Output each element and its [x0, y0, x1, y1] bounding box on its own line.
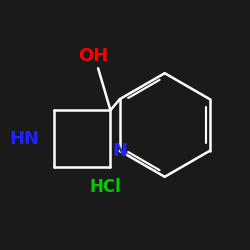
Text: N: N	[112, 142, 127, 160]
Text: HCl: HCl	[90, 178, 122, 196]
Text: OH: OH	[78, 47, 108, 65]
Text: HN: HN	[9, 130, 39, 148]
